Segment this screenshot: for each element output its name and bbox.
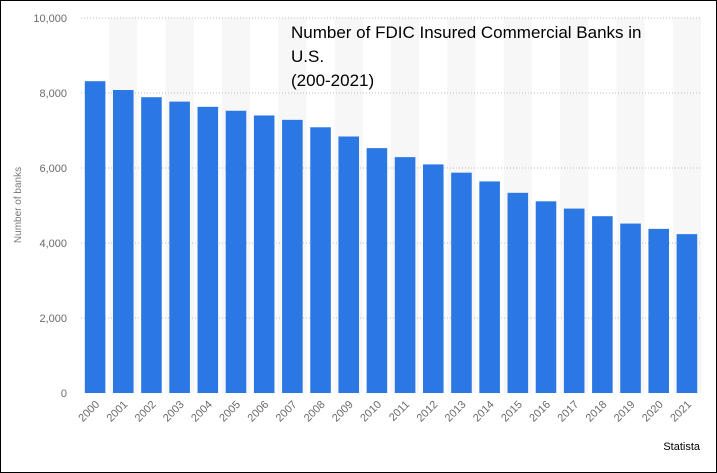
x-tick-label: 2003 [161, 399, 187, 425]
bar-2013 [451, 172, 472, 393]
bar-2012 [422, 164, 444, 393]
bar-2015 [507, 192, 529, 393]
y-tick-label: 0 [61, 388, 67, 400]
y-tick-label: 6,000 [39, 163, 67, 175]
y-tick-label: 4,000 [39, 238, 67, 250]
bar-2000 [84, 81, 106, 393]
x-tick-label: 2006 [246, 399, 272, 425]
x-tick-label: 2012 [415, 399, 441, 425]
bar-2010 [366, 148, 388, 393]
y-tick-label: 2,000 [39, 313, 67, 325]
x-tick-label: 2009 [330, 399, 356, 425]
bar-2002 [141, 97, 162, 393]
bar-2014 [479, 181, 500, 393]
bar-2007 [282, 119, 303, 393]
x-tick-label: 2010 [358, 399, 384, 425]
x-tick-label: 2015 [499, 399, 525, 425]
x-tick-label: 2005 [217, 399, 243, 425]
x-tick-label: 2007 [274, 399, 300, 425]
x-tick-label: 2002 [133, 399, 159, 425]
x-tick-label: 2011 [387, 399, 412, 424]
y-tick-label: 8,000 [39, 88, 67, 100]
bar-2006 [253, 115, 275, 394]
x-tick-label: 2020 [640, 399, 666, 425]
bar-2005 [225, 110, 247, 394]
bar-2019 [620, 223, 641, 393]
x-tick-label: 2018 [584, 399, 610, 425]
x-tick-label: 2001 [105, 399, 131, 425]
bar-2018 [592, 216, 613, 393]
bar-2017 [563, 208, 585, 393]
bar-2009 [338, 136, 360, 393]
bar-2003 [169, 101, 190, 393]
bar-2001 [112, 90, 134, 393]
x-tick-label: 2017 [556, 399, 582, 425]
x-tick-label: 2004 [189, 399, 215, 425]
x-tick-label: 2016 [527, 399, 553, 425]
y-tick-label: 10,000 [33, 13, 67, 25]
x-tick-label: 2008 [302, 399, 328, 425]
x-tick-label: 2014 [471, 399, 497, 425]
bar-2011 [394, 157, 416, 393]
bar-2004 [197, 106, 219, 394]
x-tick-label: 2013 [443, 399, 469, 425]
bar-2008 [310, 127, 331, 394]
x-tick-label: 2000 [76, 399, 102, 425]
x-tick-label: 2019 [612, 399, 638, 425]
chart-title: Number of FDIC Insured Commercial Banks … [291, 23, 642, 90]
bar-2016 [535, 201, 557, 393]
x-tick-label: 2021 [668, 399, 694, 425]
bar-2021 [676, 234, 698, 393]
y-axis-label: Number of banks [13, 167, 24, 243]
source-label: Statista [663, 441, 700, 453]
bar-2020 [648, 228, 670, 393]
